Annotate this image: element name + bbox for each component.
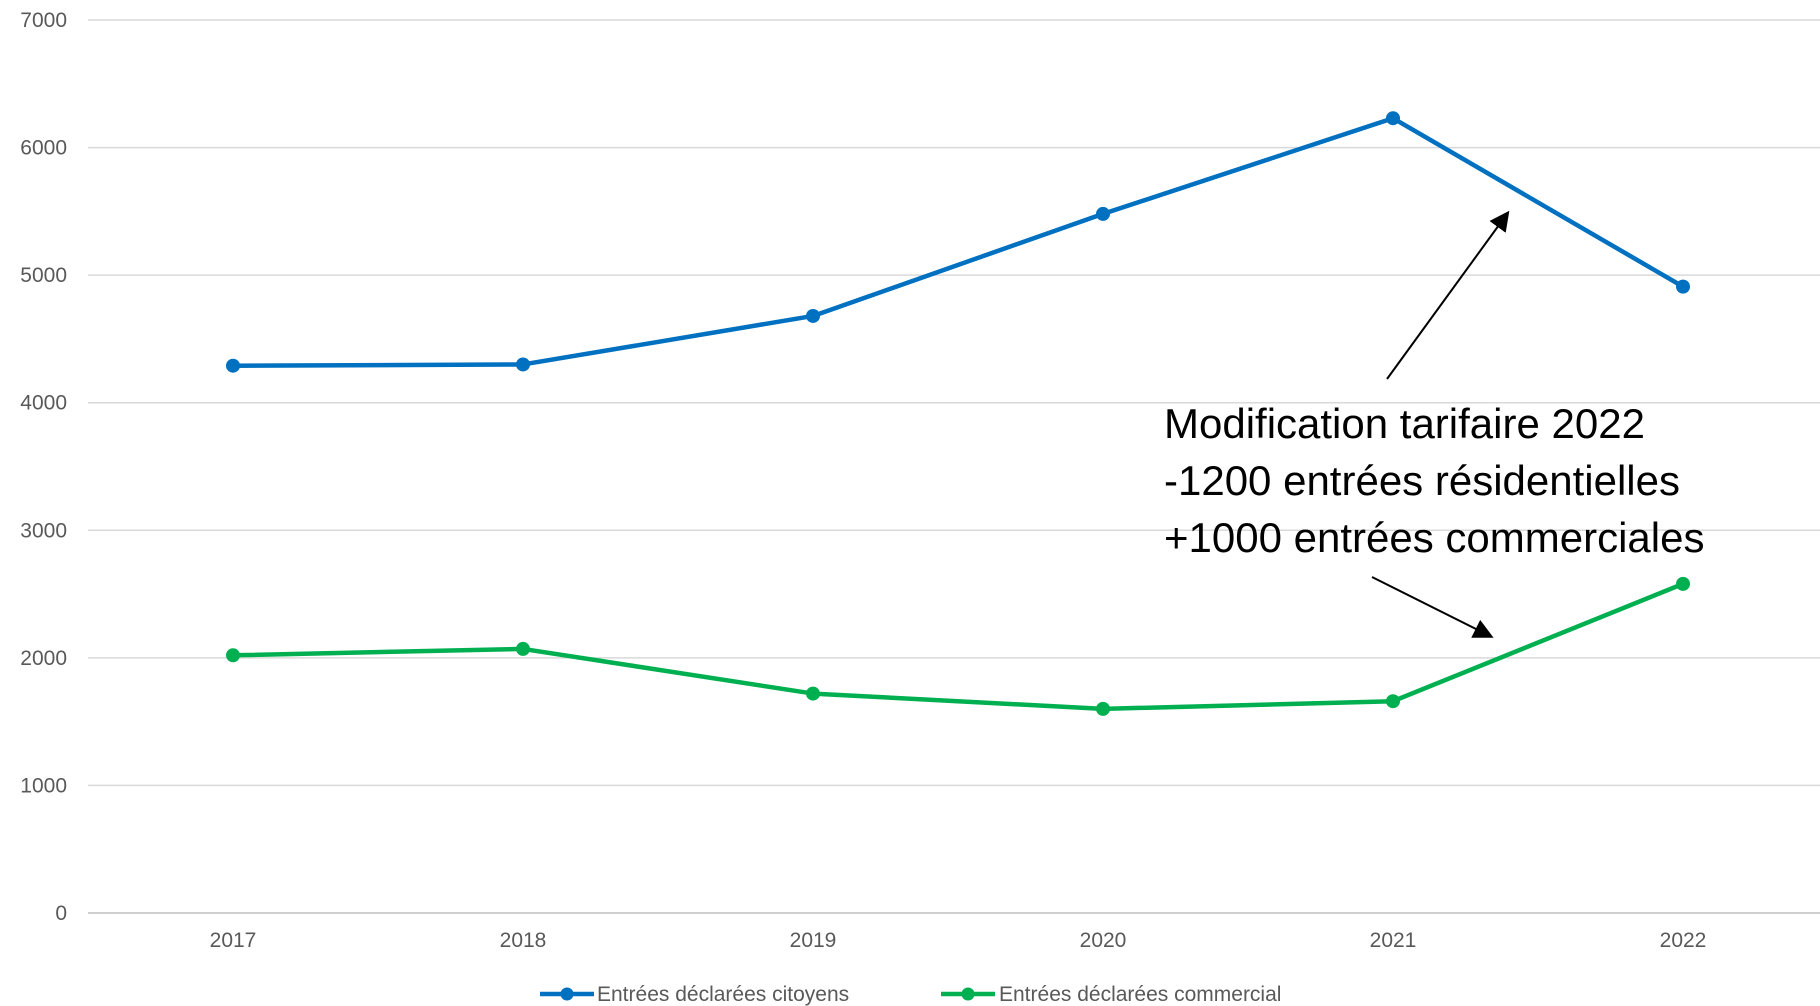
data-point (1386, 694, 1400, 709)
data-point (1096, 206, 1110, 221)
x-tick-label: 2020 (1080, 929, 1127, 952)
y-tick-label: 7000 (20, 9, 67, 32)
data-point (806, 308, 820, 323)
gridlines (88, 19, 1820, 914)
annotation-arrow-down (1371, 576, 1494, 638)
y-tick-label: 5000 (20, 264, 67, 287)
legend-swatch-marker (961, 987, 975, 1001)
annotation-line-2: -1200 entrées résidentielles (1164, 457, 1680, 504)
data-point (1386, 111, 1400, 126)
data-point (516, 357, 530, 372)
data-point (226, 358, 240, 373)
y-tick-label: 0 (55, 902, 67, 925)
y-axis-ticks: 0 1000 2000 3000 4000 5000 6000 7000 (20, 9, 67, 925)
annotation-arrow-up (1386, 210, 1510, 380)
series-line-0 (230, 115, 1686, 368)
data-point (806, 686, 820, 701)
x-axis-ticks: 2017 2018 2019 2020 2021 2022 (210, 929, 1707, 952)
data-point (1676, 279, 1690, 294)
data-point (516, 641, 530, 656)
y-tick-label: 6000 (20, 137, 67, 160)
data-point (1096, 701, 1110, 716)
series-group (226, 111, 1690, 716)
annotation-line-1: Modification tarifaire 2022 (1164, 400, 1645, 447)
y-tick-label: 1000 (20, 774, 67, 797)
data-point (1676, 576, 1690, 591)
legend-label-commercial: Entrées déclarées commercial (999, 983, 1281, 1006)
annotation: Modification tarifaire 2022 -1200 entrée… (1164, 210, 1704, 638)
x-tick-label: 2017 (210, 929, 257, 952)
x-tick-label: 2022 (1660, 929, 1707, 952)
legend: Entrées déclarées citoyens Entrées décla… (540, 983, 1281, 1006)
legend-label-citoyens: Entrées déclarées citoyens (597, 983, 849, 1006)
y-tick-label: 4000 (20, 392, 67, 415)
annotation-line-3: +1000 entrées commerciales (1164, 514, 1704, 561)
x-tick-label: 2019 (790, 929, 837, 952)
data-point (226, 648, 240, 663)
series-line-1 (230, 581, 1686, 712)
x-tick-label: 2021 (1370, 929, 1417, 952)
x-tick-label: 2018 (500, 929, 547, 952)
legend-item-commercial: Entrées déclarées commercial (941, 983, 1281, 1006)
y-tick-label: 2000 (20, 647, 67, 670)
y-tick-label: 3000 (20, 519, 67, 542)
legend-swatch-marker (560, 987, 574, 1001)
legend-item-citoyens: Entrées déclarées citoyens (540, 983, 849, 1006)
